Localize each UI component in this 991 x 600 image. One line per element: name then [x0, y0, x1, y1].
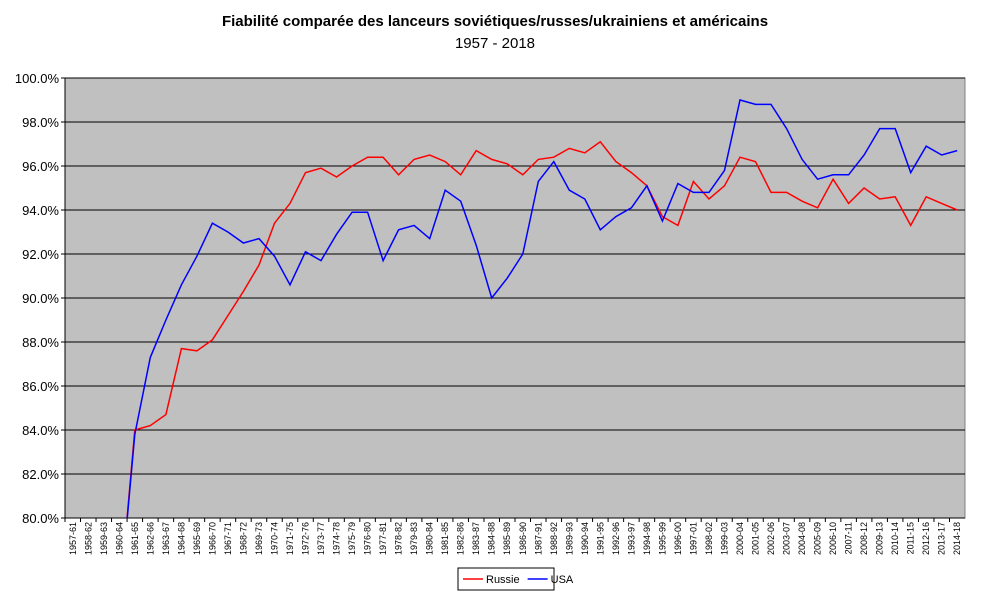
x-tick-label: 1971-75 — [285, 522, 295, 555]
x-tick-label: 1990-94 — [580, 522, 590, 555]
y-tick-label: 100.0% — [15, 71, 60, 86]
legend-label: Russie — [486, 574, 520, 586]
x-tick-label: 2005-09 — [813, 522, 823, 555]
x-tick-label: 1966-70 — [207, 522, 217, 555]
x-tick-label: 1972-76 — [301, 522, 311, 555]
x-tick-label: 2011-15 — [906, 522, 916, 554]
x-tick-label: 1964-68 — [176, 522, 186, 555]
x-tick-label: 1993-97 — [626, 522, 636, 555]
x-tick-label: 1991-95 — [595, 522, 605, 555]
y-tick-label: 88.0% — [22, 335, 59, 350]
chart-subtitle: 1957 - 2018 — [455, 35, 535, 52]
x-tick-label: 1981-85 — [440, 522, 450, 555]
x-tick-label: 2012-16 — [921, 522, 931, 555]
x-tick-label: 1997-01 — [688, 522, 698, 555]
x-tick-label: 1996-00 — [673, 522, 683, 555]
legend-box — [457, 567, 555, 591]
x-tick-label: 1987-91 — [533, 522, 543, 555]
x-tick-label: 1973-77 — [316, 522, 326, 555]
x-tick-label: 1959-63 — [99, 522, 109, 555]
x-tick-label: 1998-02 — [704, 522, 714, 555]
x-tick-label: 1994-98 — [642, 522, 652, 555]
chart-title: Fiabilité comparée des lanceurs soviétiq… — [222, 13, 768, 30]
x-tick-label: 1969-73 — [254, 522, 264, 555]
x-tick-label: 1982-86 — [456, 522, 466, 555]
y-tick-label: 84.0% — [22, 423, 59, 438]
x-tick-label: 1979-83 — [409, 522, 419, 555]
x-tick-label: 2006-10 — [828, 522, 838, 555]
y-tick-label: 94.0% — [22, 203, 59, 218]
y-tick-label: 90.0% — [22, 291, 59, 306]
x-tick-label: 2001-05 — [751, 522, 761, 555]
x-tick-label: 2008-12 — [859, 522, 869, 555]
x-tick-label: 1985-89 — [502, 522, 512, 555]
x-tick-label: 1963-67 — [161, 522, 171, 555]
x-tick-label: 1957-61 — [68, 522, 78, 555]
x-tick-label: 1958-62 — [83, 522, 93, 555]
x-tick-label: 2013-17 — [937, 522, 947, 555]
x-tick-label: 1961-65 — [130, 522, 140, 555]
x-tick-label: 2014-18 — [952, 522, 962, 555]
x-tick-label: 1988-92 — [549, 522, 559, 555]
data-line — [126, 99, 958, 518]
x-tick-label: 1965-69 — [192, 522, 202, 555]
y-tick-label: 80.0% — [22, 511, 59, 526]
x-tick-label: 1989-93 — [564, 522, 574, 555]
x-tick-label: 1978-82 — [394, 522, 404, 555]
x-tick-label: 2010-14 — [890, 522, 900, 555]
x-tick-label: 1975-79 — [347, 522, 357, 555]
x-tick-label: 1977-81 — [378, 522, 388, 555]
x-tick-label: 1967-71 — [223, 522, 233, 555]
x-tick-label: 1983-87 — [471, 522, 481, 555]
x-tick-label: 1980-84 — [425, 522, 435, 555]
x-tick-label: 2009-13 — [875, 522, 885, 555]
legend-label: USA — [551, 574, 574, 586]
x-tick-label: 1999-03 — [719, 522, 729, 555]
y-tick-label: 98.0% — [22, 115, 59, 130]
x-tick-label: 2004-08 — [797, 522, 807, 555]
y-tick-label: 86.0% — [22, 379, 59, 394]
data-line — [126, 140, 958, 518]
x-tick-label: 1995-99 — [657, 522, 667, 555]
x-tick-label: 1968-72 — [238, 522, 248, 555]
x-tick-label: 2002-06 — [766, 522, 776, 555]
x-tick-label: 2000-04 — [735, 522, 745, 555]
x-tick-label: 1960-64 — [114, 522, 124, 555]
x-tick-label: 1984-88 — [487, 522, 497, 555]
x-tick-label: 1992-96 — [611, 522, 621, 555]
x-tick-label: 1974-78 — [332, 522, 342, 555]
y-tick-label: 96.0% — [22, 159, 59, 174]
x-tick-label: 2007-11 — [844, 522, 854, 554]
x-tick-label: 2003-07 — [782, 522, 792, 555]
x-tick-label: 1986-90 — [518, 522, 528, 555]
y-tick-label: 92.0% — [22, 247, 59, 262]
x-tick-label: 1962-66 — [145, 522, 155, 555]
x-tick-label: 1970-74 — [269, 522, 279, 555]
x-tick-label: 1976-80 — [363, 522, 373, 555]
y-tick-label: 82.0% — [22, 467, 59, 482]
